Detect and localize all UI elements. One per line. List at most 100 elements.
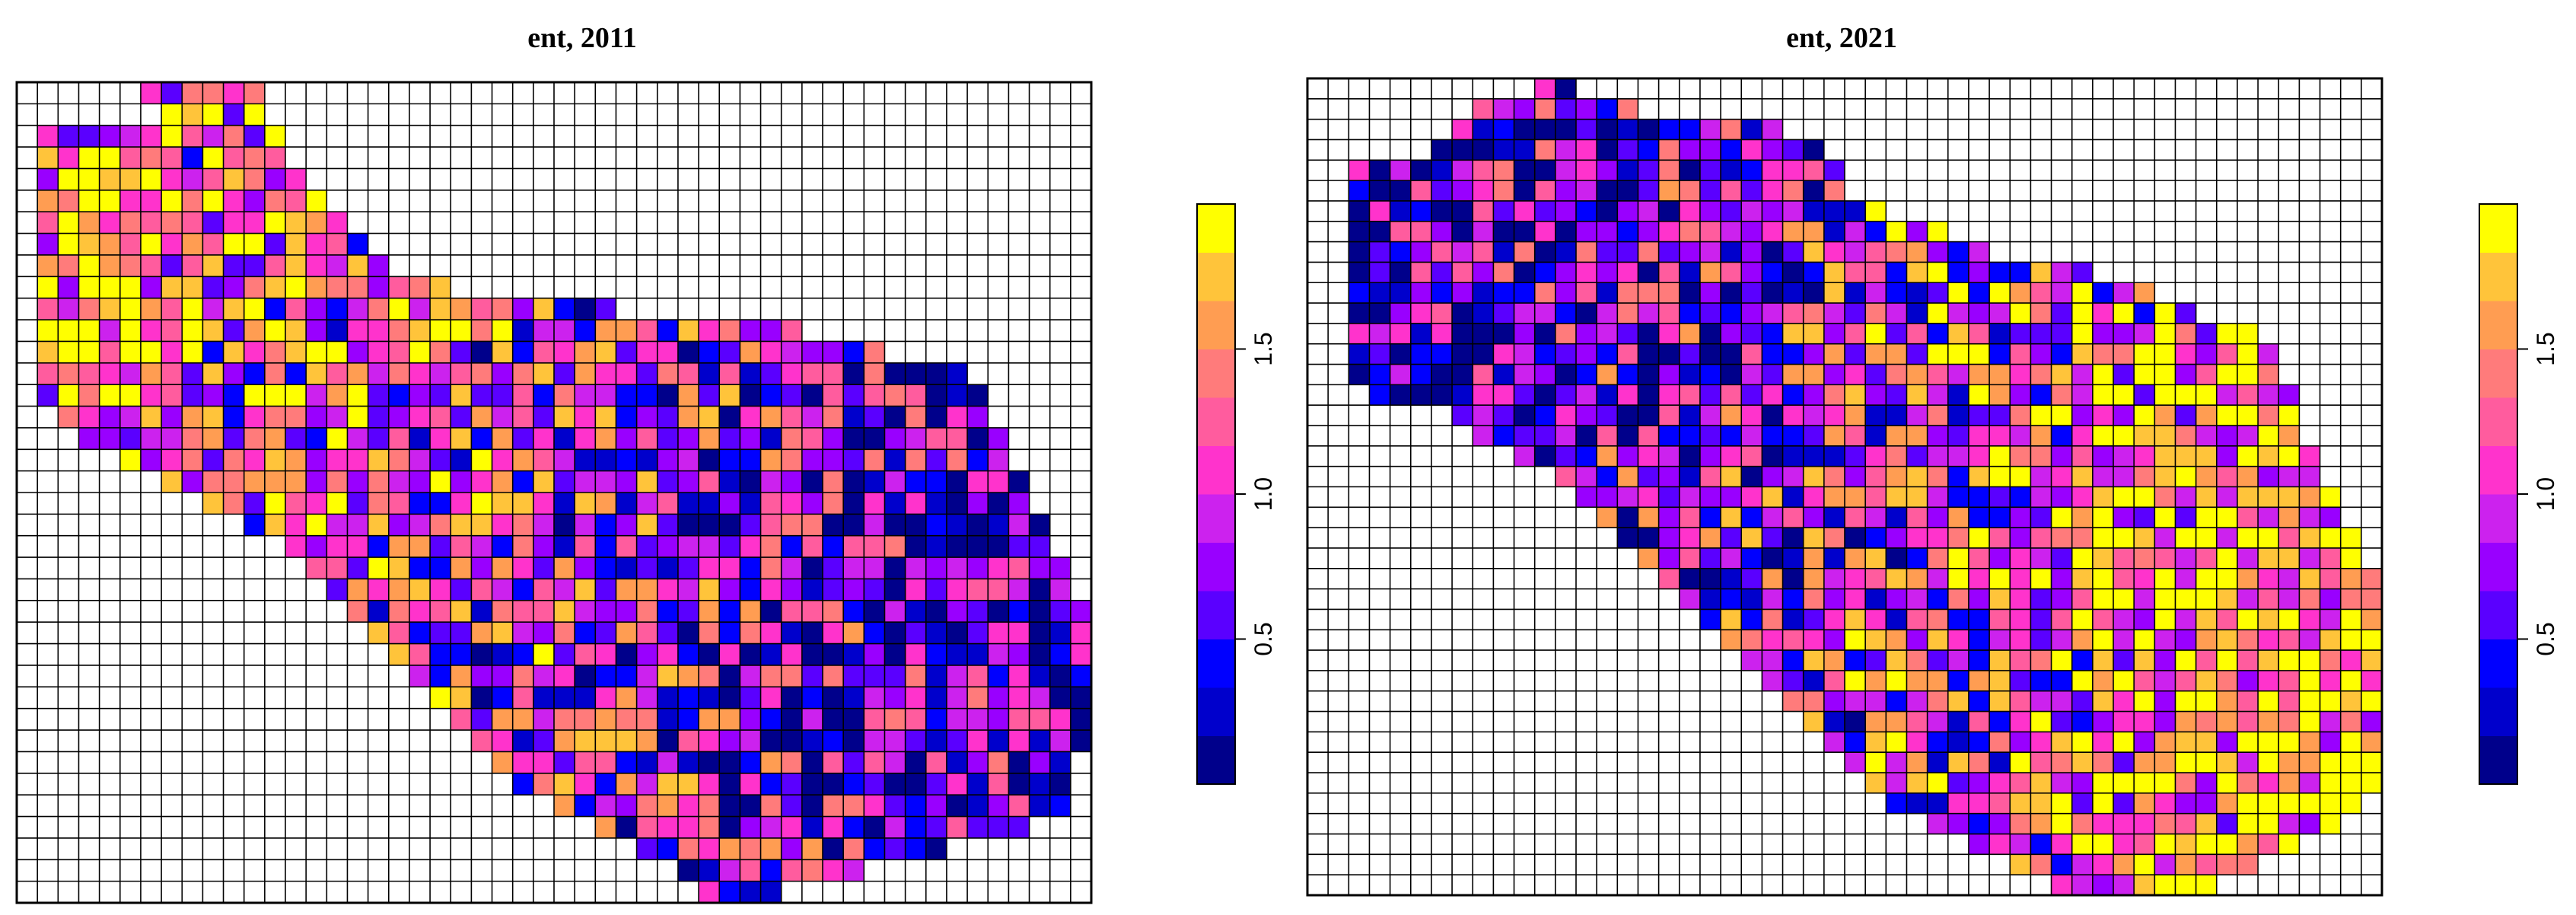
heatmap-cell bbox=[1534, 78, 1556, 100]
heatmap-cell bbox=[1823, 466, 1845, 487]
heatmap-cell bbox=[2071, 384, 2094, 406]
heatmap-cell bbox=[925, 493, 947, 515]
heatmap-cell bbox=[1029, 514, 1051, 537]
heatmap-cell bbox=[368, 470, 390, 493]
heatmap-cell bbox=[575, 470, 596, 493]
heatmap-cell bbox=[843, 665, 865, 687]
heatmap-cell bbox=[492, 643, 514, 666]
heatmap-cell bbox=[967, 600, 989, 623]
heatmap-cell bbox=[1699, 160, 1721, 181]
heatmap-cell bbox=[781, 493, 803, 515]
heatmap-cell bbox=[823, 751, 844, 774]
heatmap-cell bbox=[1803, 303, 1825, 324]
heatmap-cell bbox=[677, 449, 699, 472]
heatmap-cell bbox=[1617, 364, 1638, 385]
heatmap-cell bbox=[533, 643, 555, 666]
colorbar-segment bbox=[1197, 301, 1235, 349]
heatmap-cell bbox=[388, 298, 410, 320]
heatmap-cell bbox=[760, 470, 782, 493]
heatmap-cell bbox=[2175, 507, 2197, 528]
heatmap-cell bbox=[1989, 507, 2011, 528]
heatmap-cell bbox=[1886, 507, 1907, 528]
heatmap-cell bbox=[2320, 507, 2342, 528]
heatmap-cell bbox=[1597, 200, 1618, 222]
heatmap-cell bbox=[1865, 364, 1887, 385]
heatmap-cell bbox=[554, 514, 575, 537]
heatmap-cell bbox=[925, 362, 947, 385]
heatmap-cell bbox=[1555, 364, 1577, 385]
heatmap-cell bbox=[1803, 528, 1825, 549]
heatmap-cell bbox=[1989, 364, 2011, 385]
heatmap-cell bbox=[1555, 384, 1577, 406]
heatmap-cell bbox=[1070, 708, 1092, 731]
heatmap-cell bbox=[575, 449, 596, 472]
heatmap-cell bbox=[1845, 711, 1866, 732]
heatmap-cell bbox=[347, 557, 369, 579]
heatmap-cell bbox=[719, 881, 740, 904]
heatmap-cell bbox=[884, 643, 906, 666]
heatmap-cell bbox=[2092, 343, 2114, 365]
heatmap-cell bbox=[492, 687, 514, 709]
heatmap-cell bbox=[1452, 180, 1473, 202]
heatmap-cell bbox=[1534, 405, 1556, 426]
heatmap-cell bbox=[2320, 486, 2342, 508]
heatmap-cell bbox=[202, 449, 224, 472]
heatmap-cell bbox=[946, 730, 968, 752]
heatmap-cell bbox=[1699, 221, 1721, 243]
heatmap-cell bbox=[1782, 588, 1804, 610]
heatmap-cell bbox=[1741, 343, 1762, 365]
heatmap-cell bbox=[1906, 588, 1928, 610]
heatmap-cell bbox=[1597, 221, 1618, 243]
heatmap-cell bbox=[140, 427, 162, 450]
heatmap-cell bbox=[2113, 507, 2135, 528]
heatmap-cell bbox=[2216, 792, 2238, 815]
heatmap-cell bbox=[2113, 711, 2135, 732]
heatmap-cell bbox=[1597, 323, 1618, 345]
heatmap-cell bbox=[2092, 752, 2114, 773]
heatmap-cell bbox=[2237, 752, 2259, 773]
heatmap-cell bbox=[388, 427, 410, 450]
heatmap-cell bbox=[1906, 445, 1928, 467]
colorbar-segment bbox=[1197, 204, 1235, 253]
heatmap-cell bbox=[925, 514, 947, 537]
heatmap-cell bbox=[616, 773, 638, 795]
heatmap-cell bbox=[740, 427, 762, 450]
heatmap-cell bbox=[1049, 643, 1071, 666]
heatmap-cell bbox=[1865, 241, 1887, 263]
heatmap-cell bbox=[2195, 752, 2218, 773]
heatmap-cell bbox=[1431, 180, 1453, 202]
heatmap-cell bbox=[1865, 405, 1887, 426]
heatmap-cell bbox=[37, 147, 59, 169]
heatmap-cell bbox=[2010, 445, 2031, 467]
heatmap-cell bbox=[2010, 834, 2031, 855]
heatmap-cell bbox=[223, 406, 245, 429]
heatmap-cell bbox=[471, 557, 493, 579]
heatmap-cell bbox=[1927, 282, 1949, 304]
heatmap-cell bbox=[347, 320, 369, 342]
heatmap-cell bbox=[595, 687, 616, 709]
heatmap-cell bbox=[1390, 200, 1412, 222]
heatmap-cell bbox=[2299, 813, 2321, 835]
heatmap-cell bbox=[1576, 119, 1597, 140]
heatmap-cell bbox=[2154, 875, 2176, 896]
heatmap-cell bbox=[2299, 670, 2321, 692]
heatmap-cell bbox=[2278, 732, 2300, 753]
heatmap-cell bbox=[1886, 241, 1907, 263]
heatmap-cell bbox=[451, 622, 472, 645]
heatmap-cell bbox=[1741, 405, 1762, 426]
heatmap-cell bbox=[1410, 180, 1432, 202]
heatmap-cell bbox=[1452, 221, 1473, 243]
heatmap-cell bbox=[2195, 690, 2218, 713]
heatmap-cell bbox=[884, 449, 906, 472]
heatmap-cell bbox=[2237, 445, 2259, 467]
heatmap-cell bbox=[864, 384, 885, 407]
heatmap-cell bbox=[202, 168, 224, 191]
heatmap-cell bbox=[37, 190, 59, 212]
heatmap-cell bbox=[2071, 670, 2094, 692]
heatmap-cell bbox=[1782, 445, 1804, 467]
heatmap-cell bbox=[1762, 364, 1784, 385]
heatmap-cell bbox=[1049, 773, 1071, 795]
heatmap-cell bbox=[1989, 384, 2011, 406]
heatmap-cell bbox=[285, 384, 307, 407]
heatmap-cell bbox=[636, 816, 658, 839]
